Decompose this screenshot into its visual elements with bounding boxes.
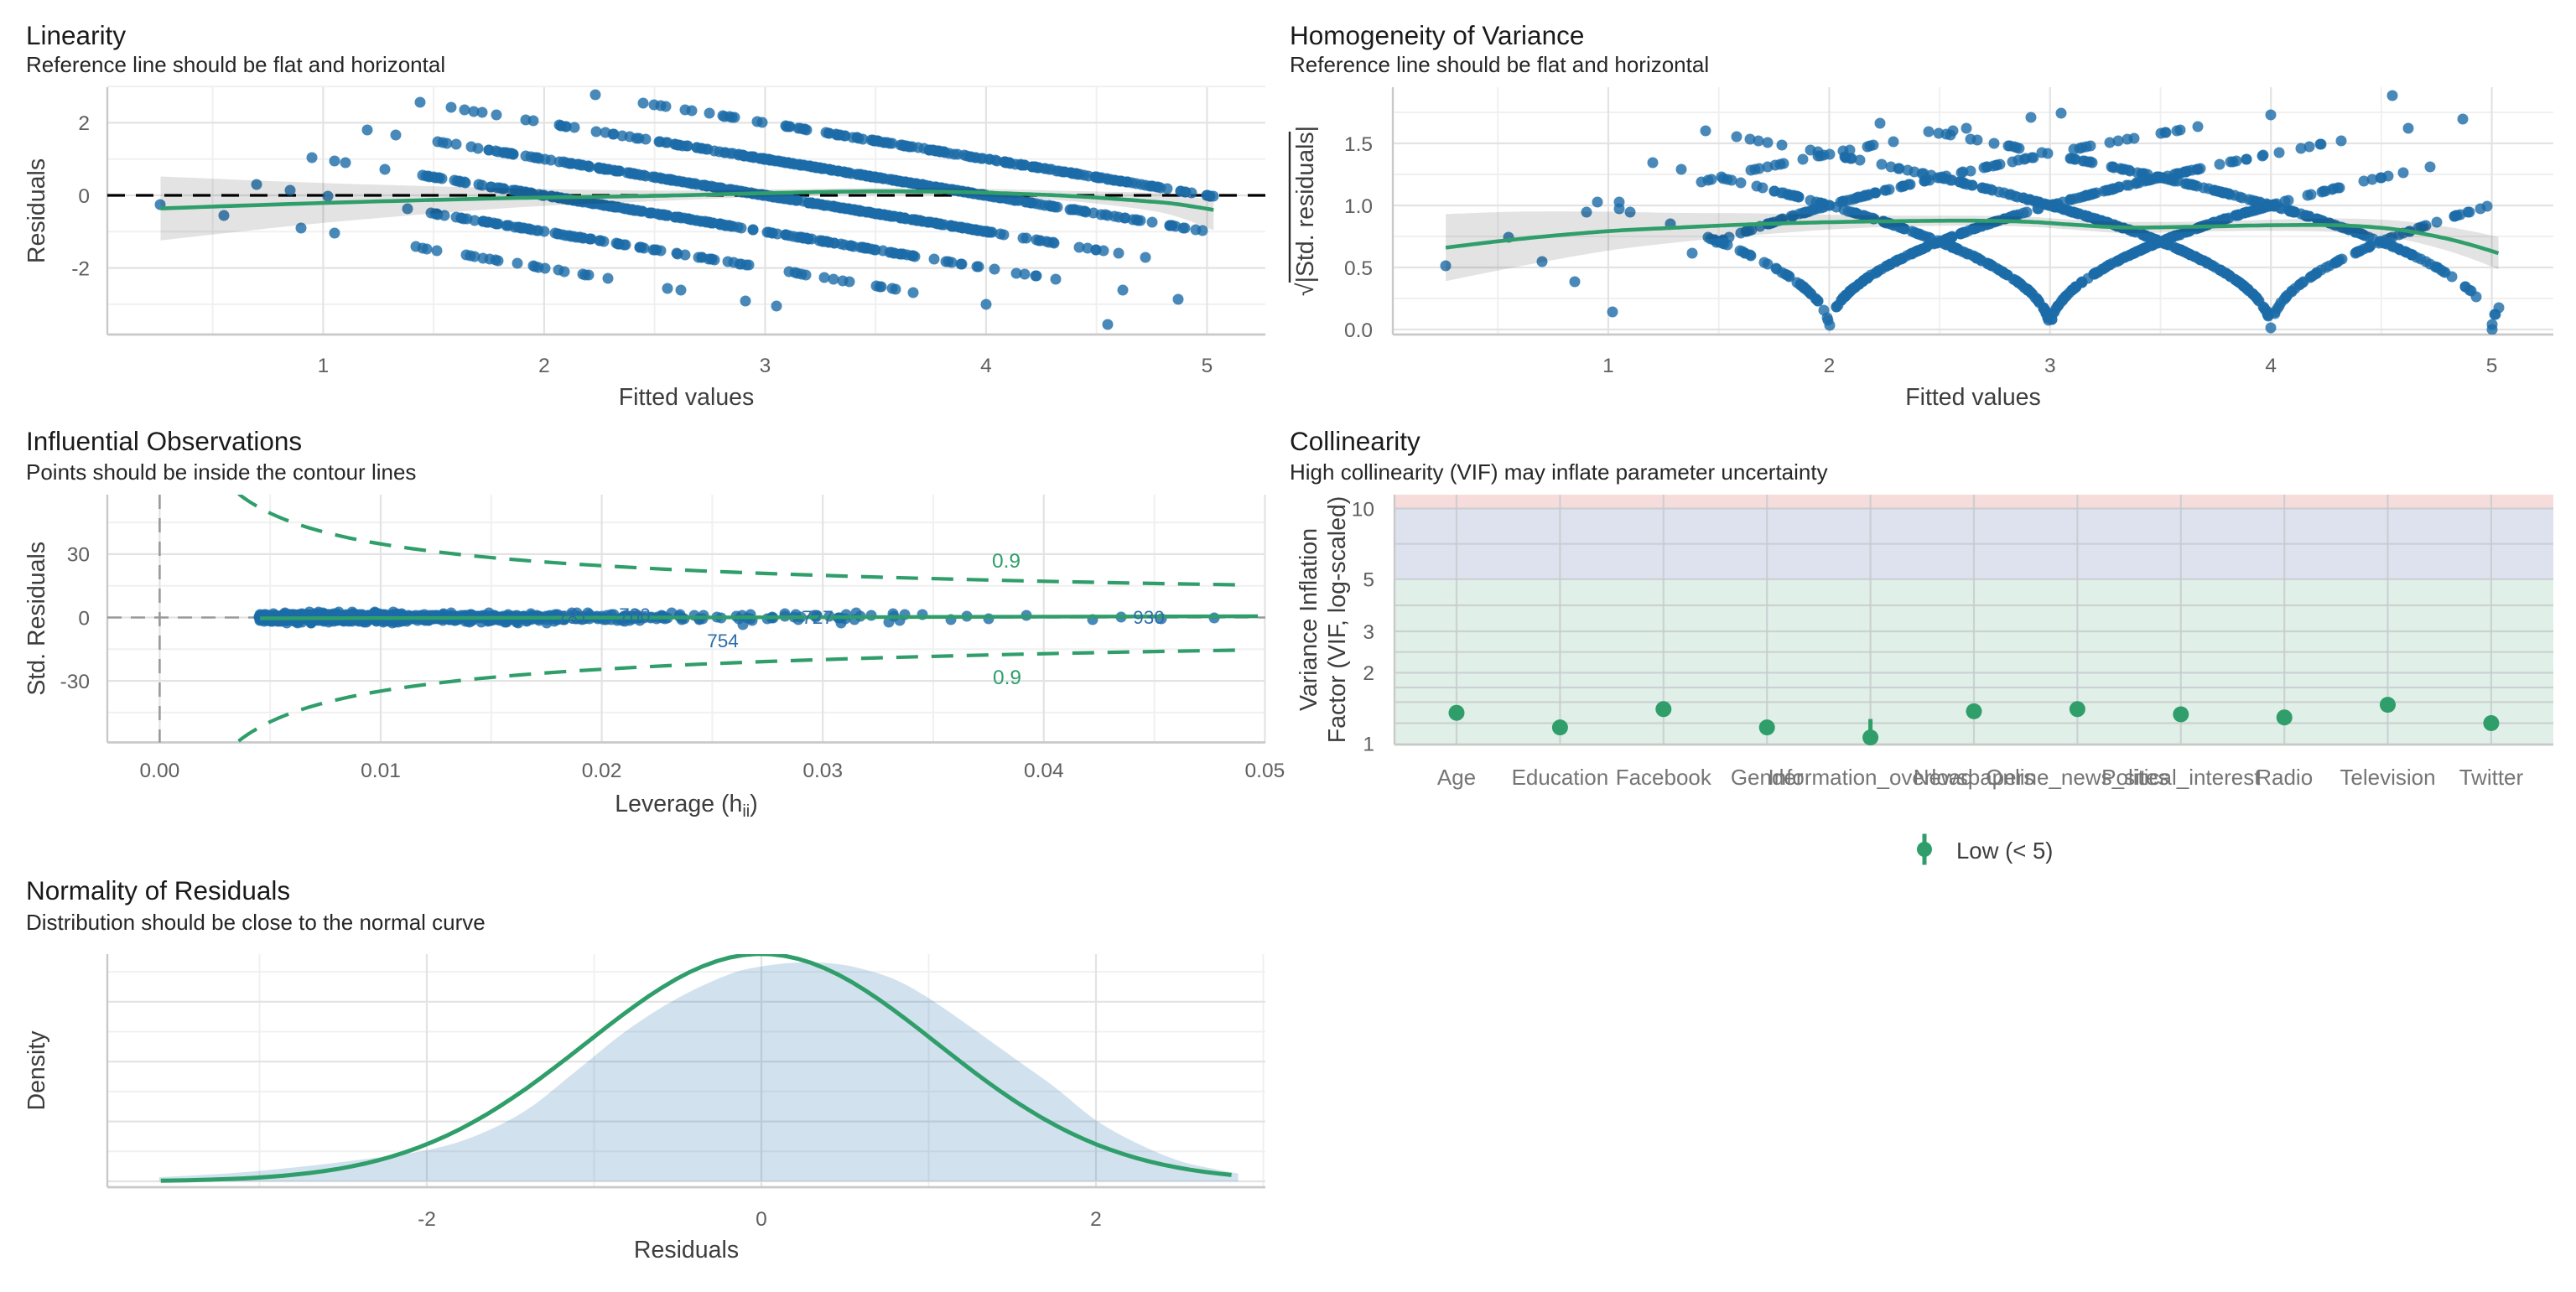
svg-text:Std. Residuals: Std. Residuals — [23, 542, 50, 696]
svg-text:0.05: 0.05 — [1245, 760, 1285, 782]
svg-text:1: 1 — [1363, 734, 1374, 756]
svg-text:Facebook: Facebook — [1616, 765, 1712, 790]
svg-text:1.0: 1.0 — [1344, 195, 1373, 218]
svg-text:-2: -2 — [418, 1208, 436, 1231]
svg-text:Age: Age — [1437, 765, 1476, 790]
svg-text:Newspapers: Newspapers — [1914, 765, 2035, 790]
svg-text:1: 1 — [318, 355, 330, 377]
svg-text:30: 30 — [67, 544, 90, 567]
svg-text:1.5: 1.5 — [1344, 133, 1373, 156]
svg-text:Leverage (hii): Leverage (hii) — [615, 791, 758, 821]
svg-text:0.9: 0.9 — [992, 550, 1021, 573]
svg-text:Reference line should be flat: Reference line should be flat and horizo… — [1290, 52, 1709, 77]
svg-text:Distribution should be close t: Distribution should be close to the norm… — [26, 910, 486, 935]
svg-text:3: 3 — [2044, 355, 2056, 377]
svg-text:Influential Observations: Influential Observations — [26, 426, 302, 456]
svg-text:1: 1 — [1602, 355, 1614, 377]
svg-text:2: 2 — [538, 355, 550, 377]
svg-text:0.01: 0.01 — [361, 760, 401, 782]
svg-text:10: 10 — [1352, 498, 1374, 521]
svg-text:5: 5 — [1363, 569, 1374, 592]
svg-text:0.9: 0.9 — [993, 667, 1021, 689]
svg-text:5: 5 — [2486, 355, 2498, 377]
svg-text:Density: Density — [23, 1030, 50, 1111]
svg-text:0.00: 0.00 — [140, 760, 180, 782]
svg-text:0: 0 — [78, 185, 90, 208]
svg-text:Online_news_sites: Online_news_sites — [1986, 765, 2168, 790]
svg-text:Information_overload: Information_overload — [1768, 765, 1972, 790]
svg-text:Homogeneity of Variance: Homogeneity of Variance — [1290, 20, 1584, 50]
svg-text:930: 930 — [1133, 607, 1165, 628]
svg-text:2: 2 — [78, 112, 90, 135]
svg-text:Twitter: Twitter — [2459, 765, 2524, 790]
svg-text:0: 0 — [78, 607, 90, 630]
svg-text:780: 780 — [619, 604, 651, 625]
svg-text:Fitted values: Fitted values — [1905, 384, 2041, 411]
svg-text:Radio: Radio — [2256, 765, 2313, 790]
svg-text:√|Std. residuals|: √|Std. residuals| — [1292, 126, 1319, 296]
svg-text:Normality of Residuals: Normality of Residuals — [26, 875, 290, 905]
svg-text:Collinearity: Collinearity — [1290, 426, 1420, 456]
svg-text:3: 3 — [760, 355, 771, 377]
svg-text:Variance Inflation: Variance Inflation — [1296, 528, 1322, 711]
svg-text:0.02: 0.02 — [582, 760, 622, 782]
svg-text:Residuals: Residuals — [23, 158, 50, 263]
svg-text:0.0: 0.0 — [1344, 319, 1373, 342]
svg-text:Residuals: Residuals — [634, 1237, 739, 1263]
svg-text:0.04: 0.04 — [1024, 760, 1064, 782]
svg-text:Political_interest: Political_interest — [2101, 765, 2261, 790]
svg-text:727: 727 — [802, 607, 834, 628]
svg-text:754: 754 — [707, 630, 739, 651]
svg-text:Reference line should be flat: Reference line should be flat and horizo… — [26, 52, 445, 77]
svg-text:4: 4 — [980, 355, 992, 377]
svg-text:2: 2 — [1090, 1208, 1102, 1231]
svg-text:-2: -2 — [71, 257, 90, 280]
svg-text:3: 3 — [1363, 621, 1374, 644]
svg-text:-30: -30 — [60, 671, 90, 693]
svg-text:0: 0 — [756, 1208, 767, 1231]
svg-text:Low (< 5): Low (< 5) — [1956, 838, 2053, 864]
svg-text:5: 5 — [1202, 355, 1213, 377]
svg-text:0.03: 0.03 — [802, 760, 843, 782]
svg-text:Gender: Gender — [1731, 765, 1804, 790]
svg-text:High collinearity (VIF) may in: High collinearity (VIF) may inflate para… — [1290, 459, 1828, 485]
svg-text:Points should be inside the co: Points should be inside the contour line… — [26, 459, 416, 485]
svg-text:Linearity: Linearity — [26, 20, 126, 50]
svg-text:0.5: 0.5 — [1344, 257, 1373, 280]
svg-text:781: 781 — [557, 607, 589, 628]
svg-text:2: 2 — [1824, 355, 1836, 377]
svg-text:Factor (VIF, log-scaled): Factor (VIF, log-scaled) — [1324, 496, 1351, 744]
svg-text:Fitted values: Fitted values — [619, 384, 755, 411]
svg-text:Television: Television — [2340, 765, 2435, 790]
svg-text:Education: Education — [1512, 765, 1609, 790]
svg-text:2: 2 — [1363, 662, 1374, 685]
svg-text:4: 4 — [2265, 355, 2277, 377]
